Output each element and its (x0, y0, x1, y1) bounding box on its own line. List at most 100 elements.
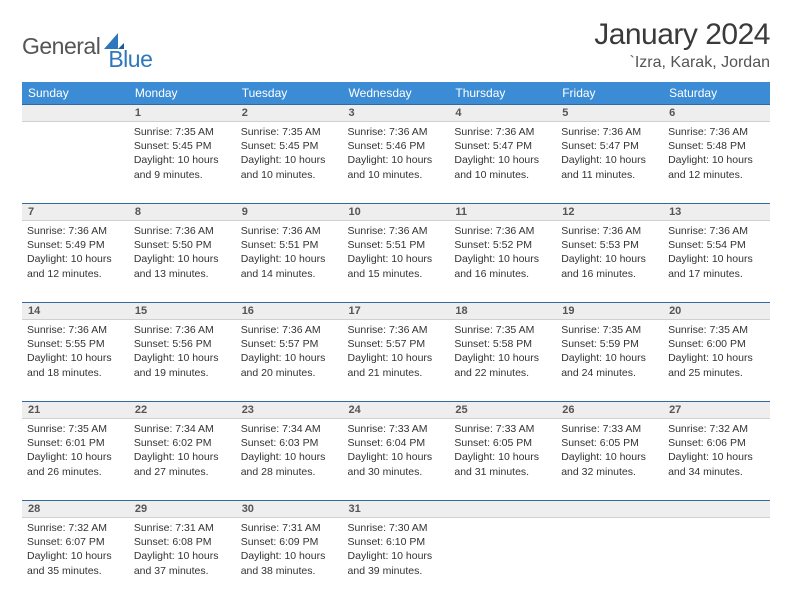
day-number-cell: 15 (129, 303, 236, 320)
daylight-text-2: and 38 minutes. (241, 564, 338, 578)
day-content-cell: Sunrise: 7:35 AMSunset: 5:59 PMDaylight:… (556, 320, 663, 402)
sunset-text: Sunset: 5:54 PM (668, 238, 765, 252)
day-number-cell: 9 (236, 204, 343, 221)
sunrise-text: Sunrise: 7:36 AM (668, 224, 765, 238)
sunset-text: Sunset: 6:01 PM (27, 436, 124, 450)
daylight-text-2: and 10 minutes. (454, 168, 551, 182)
daynum-row: 78910111213 (22, 204, 770, 221)
daylight-text-2: and 39 minutes. (348, 564, 445, 578)
brand-logo: General Blue (22, 18, 152, 69)
day-number-cell: 1 (129, 105, 236, 122)
daylight-text-2: and 34 minutes. (668, 465, 765, 479)
day-number-cell: 25 (449, 402, 556, 419)
sunset-text: Sunset: 5:58 PM (454, 337, 551, 351)
sunrise-text: Sunrise: 7:35 AM (668, 323, 765, 337)
sunset-text: Sunset: 5:57 PM (241, 337, 338, 351)
day-content-cell: Sunrise: 7:35 AMSunset: 5:45 PMDaylight:… (236, 122, 343, 204)
day-content-cell: Sunrise: 7:31 AMSunset: 6:09 PMDaylight:… (236, 518, 343, 600)
day-content-cell: Sunrise: 7:36 AMSunset: 5:46 PMDaylight:… (343, 122, 450, 204)
sunset-text: Sunset: 6:10 PM (348, 535, 445, 549)
sunrise-text: Sunrise: 7:33 AM (561, 422, 658, 436)
day-number-cell: 24 (343, 402, 450, 419)
month-title: January 2024 (594, 18, 770, 52)
day-number-cell: 28 (22, 501, 129, 518)
sunrise-text: Sunrise: 7:33 AM (348, 422, 445, 436)
sunset-text: Sunset: 5:51 PM (241, 238, 338, 252)
daylight-text-2: and 18 minutes. (27, 366, 124, 380)
day-number-cell: 6 (663, 105, 770, 122)
day-content-cell: Sunrise: 7:33 AMSunset: 6:04 PMDaylight:… (343, 419, 450, 501)
daynum-row: 14151617181920 (22, 303, 770, 320)
day-number-cell: 21 (22, 402, 129, 419)
daylight-text-2: and 30 minutes. (348, 465, 445, 479)
day-number-cell: 14 (22, 303, 129, 320)
daylight-text-1: Daylight: 10 hours (241, 153, 338, 167)
daylight-text-2: and 28 minutes. (241, 465, 338, 479)
daylight-text-2: and 35 minutes. (27, 564, 124, 578)
sunset-text: Sunset: 5:55 PM (27, 337, 124, 351)
sunrise-text: Sunrise: 7:35 AM (561, 323, 658, 337)
sunset-text: Sunset: 6:06 PM (668, 436, 765, 450)
day-number-cell: 20 (663, 303, 770, 320)
sunrise-text: Sunrise: 7:30 AM (348, 521, 445, 535)
sunset-text: Sunset: 5:45 PM (134, 139, 231, 153)
day-number-cell: 7 (22, 204, 129, 221)
day-number-cell: 8 (129, 204, 236, 221)
sunrise-text: Sunrise: 7:32 AM (668, 422, 765, 436)
daylight-text-1: Daylight: 10 hours (241, 549, 338, 563)
daylight-text-2: and 16 minutes. (454, 267, 551, 281)
page-header: General Blue January 2024 `Izra, Karak, … (22, 18, 770, 72)
daylight-text-1: Daylight: 10 hours (27, 252, 124, 266)
day-number-cell: 19 (556, 303, 663, 320)
day-content-cell: Sunrise: 7:36 AMSunset: 5:51 PMDaylight:… (236, 221, 343, 303)
day-number-cell: 31 (343, 501, 450, 518)
daylight-text-1: Daylight: 10 hours (348, 153, 445, 167)
daynum-row: 123456 (22, 105, 770, 122)
day-content-row: Sunrise: 7:35 AM Sunset: 5:45 PM Daylight:… (22, 122, 770, 204)
sunrise-text: Sunrise: 7:36 AM (27, 323, 124, 337)
sunrise-text: Sunrise: 7:36 AM (454, 125, 551, 139)
daylight-text-2: and 15 minutes. (348, 267, 445, 281)
daylight-text-2: and 20 minutes. (241, 366, 338, 380)
col-wednesday: Wednesday (343, 82, 450, 105)
day-content-cell: Sunrise: 7:36 AMSunset: 5:55 PMDaylight:… (22, 320, 129, 402)
day-content-cell: Sunrise: 7:31 AMSunset: 6:08 PMDaylight:… (129, 518, 236, 600)
day-number-cell: 13 (663, 204, 770, 221)
daylight-text-1: Daylight: 10 hours (561, 252, 658, 266)
daylight-text-1: Daylight: 10 hours (348, 549, 445, 563)
day-content-row: Sunrise: 7:36 AMSunset: 5:49 PMDaylight:… (22, 221, 770, 303)
day-number-cell: 5 (556, 105, 663, 122)
sunrise-text: Sunrise: 7:36 AM (241, 323, 338, 337)
daylight-text-2: and 27 minutes. (134, 465, 231, 479)
day-content-row: Sunrise: 7:36 AMSunset: 5:55 PMDaylight:… (22, 320, 770, 402)
daylight-text-1: Daylight: 10 hours (668, 450, 765, 464)
sunrise-text: Sunrise: 7:35 AM (454, 323, 551, 337)
sunset-text: Sunset: 6:09 PM (241, 535, 338, 549)
day-content-cell: Sunrise: 7:36 AMSunset: 5:57 PMDaylight:… (236, 320, 343, 402)
sunset-text: Sunset: 6:00 PM (668, 337, 765, 351)
daylight-text-2: and 12 minutes. (668, 168, 765, 182)
daylight-text-1: Daylight: 10 hours (27, 549, 124, 563)
daylight-text-1: Daylight: 10 hours (27, 450, 124, 464)
day-content-cell: Sunrise: 7:36 AMSunset: 5:56 PMDaylight:… (129, 320, 236, 402)
day-content-cell: Sunrise: 7:36 AMSunset: 5:53 PMDaylight:… (556, 221, 663, 303)
sunset-text: Sunset: 5:48 PM (668, 139, 765, 153)
sunrise-text: Sunrise: 7:35 AM (241, 125, 338, 139)
sunset-text: Sunset: 6:08 PM (134, 535, 231, 549)
day-content-cell: Sunrise: 7:32 AMSunset: 6:06 PMDaylight:… (663, 419, 770, 501)
day-number-cell: 29 (129, 501, 236, 518)
daylight-text-1: Daylight: 10 hours (668, 252, 765, 266)
sunset-text: Sunset: 6:03 PM (241, 436, 338, 450)
sunrise-text: Sunrise: 7:36 AM (134, 224, 231, 238)
daylight-text-1: Daylight: 10 hours (27, 351, 124, 365)
daylight-text-1: Daylight: 10 hours (454, 252, 551, 266)
day-number-cell: 10 (343, 204, 450, 221)
sunset-text: Sunset: 5:49 PM (27, 238, 124, 252)
daylight-text-1: Daylight: 10 hours (454, 153, 551, 167)
daylight-text-1: Daylight: 10 hours (134, 252, 231, 266)
day-content-cell: Sunrise: 7:34 AMSunset: 6:03 PMDaylight:… (236, 419, 343, 501)
daylight-text-2: and 22 minutes. (454, 366, 551, 380)
sunset-text: Sunset: 5:56 PM (134, 337, 231, 351)
daylight-text-2: and 12 minutes. (27, 267, 124, 281)
col-saturday: Saturday (663, 82, 770, 105)
